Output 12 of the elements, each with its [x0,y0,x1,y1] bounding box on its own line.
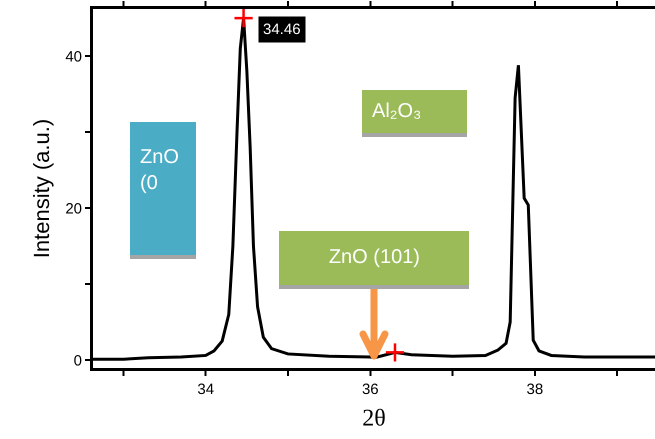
y-tick-label: 20 [65,200,82,218]
annotation: ZnO (101) [328,244,421,270]
x-axis-title: 2θ [362,405,386,432]
annotation: ZnO (0 [140,145,180,196]
y-tick-label: 0 [74,352,82,370]
annotation: 34.46 [263,21,301,38]
x-tick-label: 36 [362,381,379,398]
annotation: Al₂O₃ [372,99,422,124]
y-axis-title: Intensity (a.u.) [29,118,54,258]
y-tick-label: 40 [65,48,82,66]
x-tick-label: 38 [526,381,544,398]
x-tick-label: 34 [197,381,214,398]
